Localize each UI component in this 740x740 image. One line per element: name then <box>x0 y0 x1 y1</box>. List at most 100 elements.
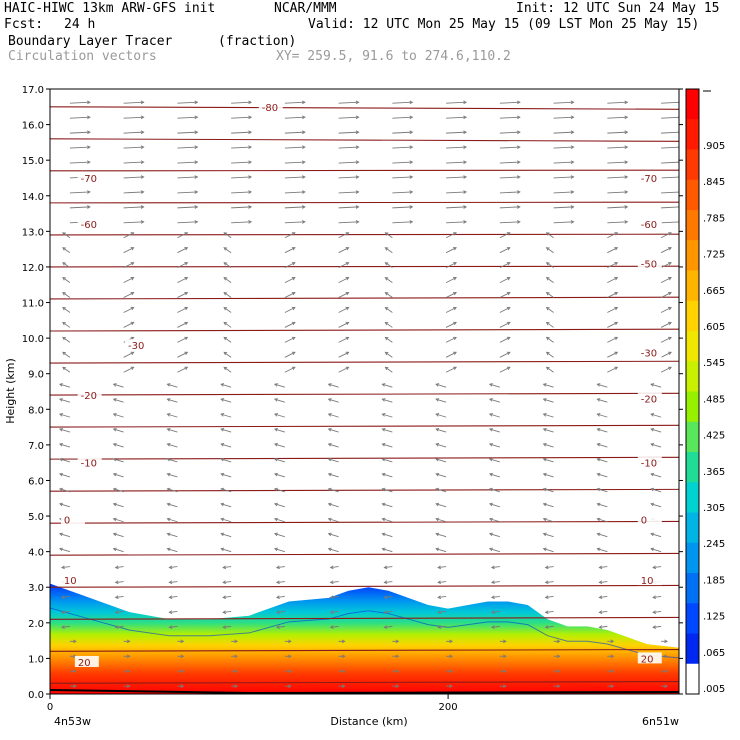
colorbar-swatch <box>686 210 699 241</box>
circulation-vector <box>177 176 198 179</box>
vector-arrowhead <box>556 654 561 659</box>
circulation-vector <box>177 247 188 254</box>
circulation-vector <box>597 458 608 463</box>
vector-arrowhead <box>114 595 119 600</box>
vector-arrowhead <box>355 190 360 194</box>
circulation-vector <box>169 596 178 598</box>
temperature-contour <box>50 106 679 110</box>
vector-arrowhead <box>488 442 493 447</box>
vector-arrowhead <box>184 247 189 251</box>
y-tick-label: 17.0 <box>22 85 44 96</box>
circulation-vector <box>446 206 467 209</box>
x-axis-label: Distance (km) <box>330 715 407 728</box>
circulation-vector <box>499 247 511 254</box>
vector-arrowhead <box>60 610 65 614</box>
circulation-vector <box>276 566 285 569</box>
vector-arrowhead <box>220 398 225 402</box>
circulation-vector <box>274 428 286 433</box>
contour-label: 10 <box>641 576 654 587</box>
circulation-vector <box>489 473 500 478</box>
vector-arrowhead <box>273 547 278 552</box>
contour-label-bg <box>637 392 662 404</box>
circulation-vector <box>284 277 296 284</box>
vector-arrowhead <box>453 291 457 296</box>
org-label: NCAR/MMM <box>274 1 337 16</box>
vector-arrowhead <box>87 130 91 135</box>
circulation-vector <box>221 443 232 448</box>
vector-arrowhead <box>273 383 278 387</box>
vector-arrowhead <box>610 669 615 674</box>
vector-arrowhead <box>166 487 171 492</box>
circulation-vector <box>231 116 252 119</box>
circulation-vector <box>660 366 672 373</box>
vector-arrowhead <box>112 398 117 402</box>
circulation-vector <box>169 566 178 569</box>
contour-label-bg <box>637 456 662 468</box>
vector-arrowhead <box>87 100 91 105</box>
circulation-vector <box>661 221 679 224</box>
circulation-vector <box>338 176 359 179</box>
circulation-vector <box>607 176 628 179</box>
y-tick-label: 15.0 <box>22 156 44 167</box>
vector-arrowhead <box>409 190 414 194</box>
circulation-vector <box>446 221 467 224</box>
circulation-vector <box>660 307 672 313</box>
vector-arrowhead <box>234 639 239 644</box>
circulation-vector <box>660 336 672 343</box>
circulation-vector <box>274 548 286 553</box>
contour-label-bg <box>77 456 102 468</box>
vector-arrowhead <box>220 428 225 432</box>
circulation-vector <box>491 581 500 583</box>
circulation-vector <box>221 518 232 523</box>
vector-arrowhead <box>301 130 306 135</box>
vector-arrowhead <box>59 413 63 417</box>
circulation-vector <box>223 610 232 613</box>
circulation-vector <box>491 596 500 598</box>
circulation-vector <box>223 277 232 283</box>
circulation-vector <box>328 428 339 433</box>
vector-arrowhead <box>453 277 457 281</box>
circulation-vector <box>274 533 286 538</box>
circulation-vector <box>650 383 662 388</box>
vector-arrowhead <box>542 428 547 432</box>
circulation-vector <box>599 596 608 598</box>
vector-arrowhead <box>184 232 189 236</box>
vector-arrowhead <box>668 336 672 341</box>
vector-arrowhead <box>488 472 493 477</box>
vector-arrowhead <box>59 428 63 432</box>
vector-arrowhead <box>596 472 601 477</box>
circulation-vector <box>660 232 672 239</box>
vector-arrowhead <box>184 351 189 356</box>
vector-arrowhead <box>544 580 549 585</box>
colorbar-label: .365 <box>703 467 725 478</box>
vector-arrowhead <box>598 595 603 600</box>
vector-arrowhead <box>87 190 91 194</box>
vector-arrowhead <box>345 277 350 281</box>
circulation-vector <box>438 625 447 628</box>
vector-arrowhead <box>506 291 511 296</box>
circulation-vector <box>446 131 467 134</box>
vector-arrowhead <box>545 232 550 236</box>
vector-arrowhead <box>437 580 442 585</box>
vector-arrowhead <box>327 398 332 402</box>
temperature-contour <box>50 424 679 428</box>
circulation-vector <box>491 610 500 613</box>
circulation-vector <box>69 191 90 194</box>
vector-arrowhead <box>463 145 468 150</box>
vector-arrowhead <box>166 413 171 417</box>
contour-label: 20 <box>78 658 91 669</box>
circulation-vector <box>660 277 672 284</box>
vector-arrowhead <box>126 684 131 689</box>
circulation-vector <box>653 610 662 613</box>
circulation-vector <box>115 596 124 598</box>
vector-arrowhead <box>598 580 603 585</box>
circulation-vector <box>113 473 124 478</box>
vector-arrowhead <box>542 532 547 537</box>
vector-arrowhead <box>542 502 547 507</box>
vector-arrowhead <box>301 175 306 179</box>
circulation-vector <box>546 307 554 313</box>
circulation-vector <box>392 101 413 104</box>
vector-arrowhead <box>453 232 457 236</box>
circulation-vector <box>59 443 71 448</box>
